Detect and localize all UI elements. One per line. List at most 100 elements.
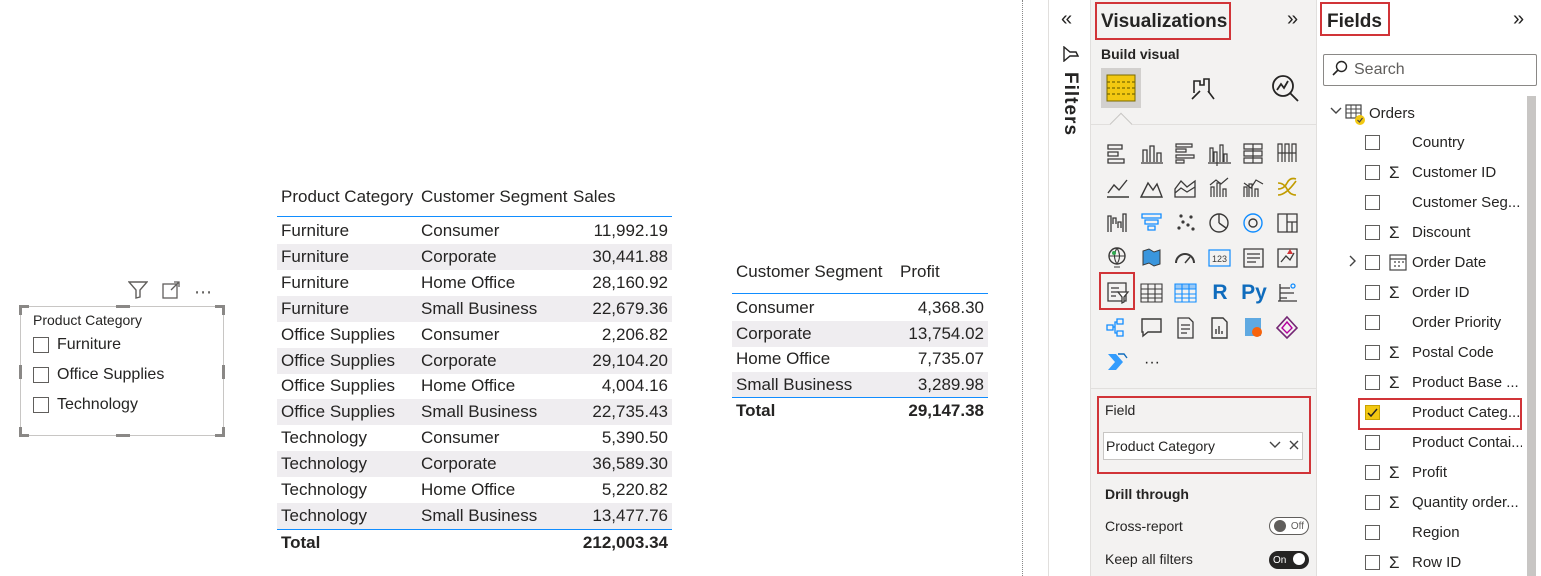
checkbox[interactable] xyxy=(1365,195,1380,210)
column-header-customer-segment[interactable]: Customer Segment xyxy=(736,262,883,281)
chevron-down-icon[interactable] xyxy=(1329,104,1343,122)
fields-pane[interactable]: Fields » Search Orders Country Σ Customer … xyxy=(1316,0,1541,576)
collapse-panes-icon[interactable]: « xyxy=(1061,8,1073,30)
field-item[interactable]: Region xyxy=(1317,519,1525,549)
resize-handle[interactable] xyxy=(222,427,225,437)
line-column-icon[interactable] xyxy=(1203,170,1237,205)
area-chart-icon[interactable] xyxy=(1135,170,1169,205)
fields-scrollbar[interactable] xyxy=(1527,96,1536,576)
fields-search-box[interactable]: Search xyxy=(1323,54,1537,86)
resize-handle[interactable] xyxy=(19,305,22,315)
table-row[interactable]: Office Supplies Small Business 22,735.43 xyxy=(277,399,672,426)
table-row[interactable]: Consumer 4,368.30 xyxy=(732,295,988,321)
checkbox[interactable] xyxy=(1365,135,1380,150)
decomposition-tree-icon[interactable] xyxy=(1101,310,1135,345)
slicer-item-office-supplies[interactable]: Office Supplies xyxy=(33,366,164,384)
field-item[interactable]: Σ Discount xyxy=(1317,219,1525,249)
remove-field-icon[interactable] xyxy=(1288,438,1300,454)
line-clustered-column-icon[interactable] xyxy=(1237,170,1271,205)
checkbox[interactable] xyxy=(1365,465,1380,480)
smart-narrative-icon[interactable] xyxy=(1169,310,1203,345)
table-row[interactable]: Furniture Corporate 30,441.88 xyxy=(277,243,672,270)
analytics-button[interactable] xyxy=(1265,68,1305,108)
checkbox[interactable] xyxy=(33,367,49,383)
resize-handle[interactable] xyxy=(19,365,22,379)
resize-handle[interactable] xyxy=(19,305,29,308)
chevron-right-icon[interactable] xyxy=(1347,254,1359,271)
table-row[interactable]: Technology Consumer 5,390.50 xyxy=(277,425,672,451)
table-row[interactable]: Technology Home Office 5,220.82 xyxy=(277,477,672,503)
expand-pane-icon[interactable]: » xyxy=(1513,8,1525,30)
checkbox[interactable] xyxy=(1365,225,1380,240)
filters-pane[interactable]: « Filters xyxy=(1048,0,1090,576)
field-item[interactable]: Σ Product Base ... xyxy=(1317,369,1525,399)
table-row[interactable]: Corporate 13,754.02 xyxy=(732,320,988,347)
power-automate-icon[interactable] xyxy=(1101,345,1135,380)
chevron-down-icon[interactable] xyxy=(1268,438,1282,455)
resize-handle[interactable] xyxy=(19,427,22,437)
checked-checkbox[interactable] xyxy=(1365,405,1380,420)
table-icon[interactable] xyxy=(1135,275,1169,310)
resize-handle[interactable] xyxy=(116,305,130,308)
slicer-icon[interactable] xyxy=(1101,275,1135,310)
table-row[interactable]: Office Supplies Home Office 4,004.16 xyxy=(277,373,672,399)
funnel-icon[interactable] xyxy=(1135,205,1169,240)
sales-table[interactable]: Product Category Customer Segment Sales … xyxy=(277,185,672,555)
card-icon[interactable]: 123 xyxy=(1203,240,1237,275)
table-row[interactable]: Office Supplies Consumer 2,206.82 xyxy=(277,322,672,348)
field-item[interactable]: Order Date xyxy=(1317,249,1525,279)
treemap-icon[interactable] xyxy=(1271,205,1305,240)
field-item[interactable]: Order Priority xyxy=(1317,309,1525,339)
filled-map-icon[interactable] xyxy=(1135,240,1169,275)
build-visual-button[interactable] xyxy=(1101,68,1141,108)
table-row[interactable]: Home Office 7,735.07 xyxy=(732,346,988,372)
table-row[interactable]: Furniture Consumer 11,992.19 xyxy=(277,218,672,244)
stacked-column-icon[interactable] xyxy=(1135,135,1169,170)
resize-handle[interactable] xyxy=(222,305,225,315)
100-stacked-bar-icon[interactable] xyxy=(1237,135,1271,170)
filter-icon[interactable] xyxy=(127,280,149,304)
checkbox[interactable] xyxy=(1365,495,1380,510)
table-row[interactable]: Furniture Home Office 28,160.92 xyxy=(277,270,672,296)
report-canvas[interactable]: ⋯ Product Category Furniture Office Supp… xyxy=(0,0,1022,576)
resize-handle[interactable] xyxy=(222,365,225,379)
table-row[interactable]: Small Business 3,289.98 xyxy=(732,371,988,398)
donut-chart-icon[interactable] xyxy=(1237,205,1271,240)
table-orders[interactable]: Orders xyxy=(1327,102,1527,128)
cross-report-toggle[interactable]: Off xyxy=(1269,517,1309,535)
column-header-profit[interactable]: Profit xyxy=(900,262,940,281)
r-visual-icon[interactable]: R xyxy=(1203,275,1237,310)
table-row[interactable]: Furniture Small Business 22,679.36 xyxy=(277,295,672,322)
line-chart-icon[interactable] xyxy=(1101,170,1135,205)
stacked-bar-icon[interactable] xyxy=(1101,135,1135,170)
resize-handle[interactable] xyxy=(116,434,130,437)
stacked-area-icon[interactable] xyxy=(1169,170,1203,205)
resize-handle[interactable] xyxy=(19,434,29,437)
kpi-icon[interactable] xyxy=(1271,240,1305,275)
checkbox[interactable] xyxy=(1365,165,1380,180)
map-icon[interactable] xyxy=(1101,240,1135,275)
table-row[interactable]: Technology Small Business 13,477.76 xyxy=(277,502,672,529)
pie-chart-icon[interactable] xyxy=(1203,205,1237,240)
keep-all-filters-toggle[interactable]: On xyxy=(1269,551,1309,569)
100-stacked-column-icon[interactable] xyxy=(1271,135,1305,170)
python-visual-icon[interactable]: Py xyxy=(1237,275,1271,310)
checkbox[interactable] xyxy=(1365,345,1380,360)
focus-mode-icon[interactable] xyxy=(162,280,180,304)
field-item[interactable]: Σ Customer ID xyxy=(1317,159,1525,189)
ribbon-chart-icon[interactable] xyxy=(1271,170,1305,205)
checkbox[interactable] xyxy=(1365,375,1380,390)
paginated-report-icon[interactable] xyxy=(1203,310,1237,345)
checkbox[interactable] xyxy=(1365,315,1380,330)
expand-pane-icon[interactable]: » xyxy=(1287,8,1299,30)
resize-handle[interactable] xyxy=(215,305,225,308)
field-item[interactable]: Σ Row ID xyxy=(1317,549,1525,576)
table-row[interactable]: Technology Corporate 36,589.30 xyxy=(277,451,672,478)
table-row[interactable]: Office Supplies Corporate 29,104.20 xyxy=(277,347,672,374)
resize-handle[interactable] xyxy=(215,434,225,437)
visualizations-pane[interactable]: Visualizations » Build visual 123 R Py ··· … xyxy=(1090,0,1317,576)
scatter-icon[interactable] xyxy=(1169,205,1203,240)
filters-label[interactable]: Filters xyxy=(1060,72,1081,137)
more-visuals-icon[interactable]: ··· xyxy=(1144,353,1160,371)
slicer-item-technology[interactable]: Technology xyxy=(33,396,138,414)
